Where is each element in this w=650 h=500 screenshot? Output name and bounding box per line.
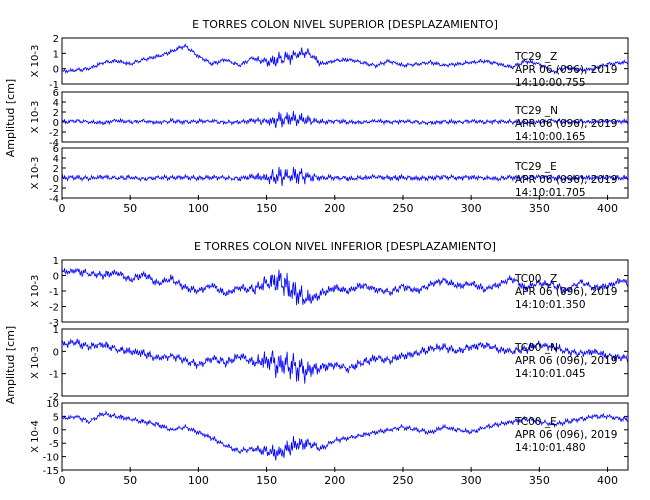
waveform-line: [61, 410, 629, 461]
trace-panel-frame: [61, 402, 629, 471]
trace-station-label: TC29 _N: [514, 105, 558, 117]
y-tick-label: -2: [49, 303, 59, 314]
trace-date-label: APR 06 (096), 2019: [515, 429, 617, 441]
y-tick-label: -3: [49, 318, 59, 329]
x-tick-label: 200: [324, 474, 345, 487]
y-tick-label: -5: [49, 439, 59, 450]
chart-title: E TORRES COLON NIVEL SUPERIOR [DESPLAZAM…: [192, 18, 498, 31]
trace-station-label: TC29 _Z: [514, 51, 557, 63]
trace-scale-label: X 10-3: [30, 101, 41, 134]
trace-panel-frame: [61, 91, 629, 143]
trace-scale-label: X 10-3: [30, 45, 41, 78]
y-tick-label: 0: [53, 426, 59, 437]
x-tick-label: 350: [529, 474, 550, 487]
trace-date-label: APR 06 (096), 2019: [515, 174, 617, 186]
trace-date-label: APR 06 (096), 2019: [515, 118, 617, 130]
x-tick-label: 400: [597, 202, 618, 215]
trace-scale-label: X 10-4: [30, 420, 41, 453]
y-tick-label: -1: [49, 370, 59, 381]
trace-station-label: TC00 _Z: [514, 273, 557, 285]
x-tick-label: 50: [123, 202, 137, 215]
x-tick-label: 250: [392, 202, 413, 215]
x-tick-label: 300: [461, 202, 482, 215]
y-tick-label: -2: [49, 128, 59, 139]
y-tick-label: 2: [53, 34, 59, 45]
trace-date-label: APR 06 (096), 2019: [515, 355, 617, 367]
waveform-line: [61, 166, 629, 187]
y-tick-label: 0: [53, 65, 59, 76]
x-tick-label: 100: [188, 202, 209, 215]
y-tick-label: -4: [49, 194, 59, 205]
trace-time-label: 14:10:01.480: [515, 442, 586, 454]
x-tick-label: 300: [461, 474, 482, 487]
y-tick-label: 10: [46, 399, 59, 410]
y-tick-label: 6: [53, 88, 59, 99]
trace-panel-frame: [61, 328, 629, 397]
y-axis-label: Amplitud [cm]: [4, 79, 17, 157]
x-tick-label: 0: [59, 202, 66, 215]
trace-time-label: 14:10:01.045: [515, 368, 586, 380]
y-tick-label: 0: [53, 174, 59, 185]
y-tick-label: -15: [43, 466, 59, 477]
trace-station-label: TC00 _E: [514, 416, 557, 428]
trace-time-label: 14:10:01.705: [515, 187, 586, 199]
x-tick-label: 150: [256, 474, 277, 487]
trace-date-label: APR 06 (096), 2019: [515, 64, 617, 76]
x-tick-label: 50: [123, 474, 137, 487]
trace-station-label: TC00 _N: [514, 342, 558, 354]
y-tick-label: 1: [53, 49, 59, 60]
trace-panel-frame: [61, 147, 629, 199]
y-tick-label: 1: [53, 256, 59, 267]
y-tick-label: -1: [49, 80, 59, 91]
x-tick-label: 350: [529, 202, 550, 215]
trace-station-label: TC29 _E: [514, 161, 557, 173]
y-tick-label: 0: [53, 118, 59, 129]
y-tick-label: 5: [53, 412, 59, 423]
waveform-line: [61, 338, 629, 384]
waveform-line: [61, 267, 629, 306]
chart-title: E TORRES COLON NIVEL INFERIOR [DESPLAZAM…: [194, 240, 496, 253]
x-tick-label: 0: [59, 474, 66, 487]
y-tick-label: 2: [53, 108, 59, 119]
x-tick-label: 150: [256, 202, 277, 215]
trace-time-label: 14:10:01.350: [515, 299, 586, 311]
y-tick-label: 6: [53, 144, 59, 155]
x-tick-label: 400: [597, 474, 618, 487]
y-tick-label: 4: [53, 98, 59, 109]
y-tick-label: -1: [49, 287, 59, 298]
y-tick-label: -2: [49, 184, 59, 195]
trace-time-label: 14:10:00.755: [515, 77, 586, 89]
y-tick-label: -2: [49, 392, 59, 403]
x-tick-label: 200: [324, 202, 345, 215]
y-tick-label: -10: [43, 453, 59, 464]
y-tick-label: 0: [53, 272, 59, 283]
y-tick-label: 0: [53, 347, 59, 358]
y-tick-label: -4: [49, 138, 59, 149]
trace-panel-frame: [61, 37, 629, 85]
trace-scale-label: X 10-3: [30, 157, 41, 190]
y-tick-label: 1: [53, 325, 59, 336]
waveform-line: [61, 111, 629, 129]
x-tick-label: 250: [392, 474, 413, 487]
trace-scale-label: X 10-3: [30, 346, 41, 379]
waveform-line: [61, 43, 629, 75]
trace-date-label: APR 06 (096), 2019: [515, 286, 617, 298]
y-tick-label: 4: [53, 154, 59, 165]
y-tick-label: 2: [53, 164, 59, 175]
x-tick-label: 100: [188, 474, 209, 487]
y-axis-label: Amplitud [cm]: [4, 326, 17, 404]
trace-scale-label: X 10-3: [30, 275, 41, 308]
trace-time-label: 14:10:00.165: [515, 131, 586, 143]
